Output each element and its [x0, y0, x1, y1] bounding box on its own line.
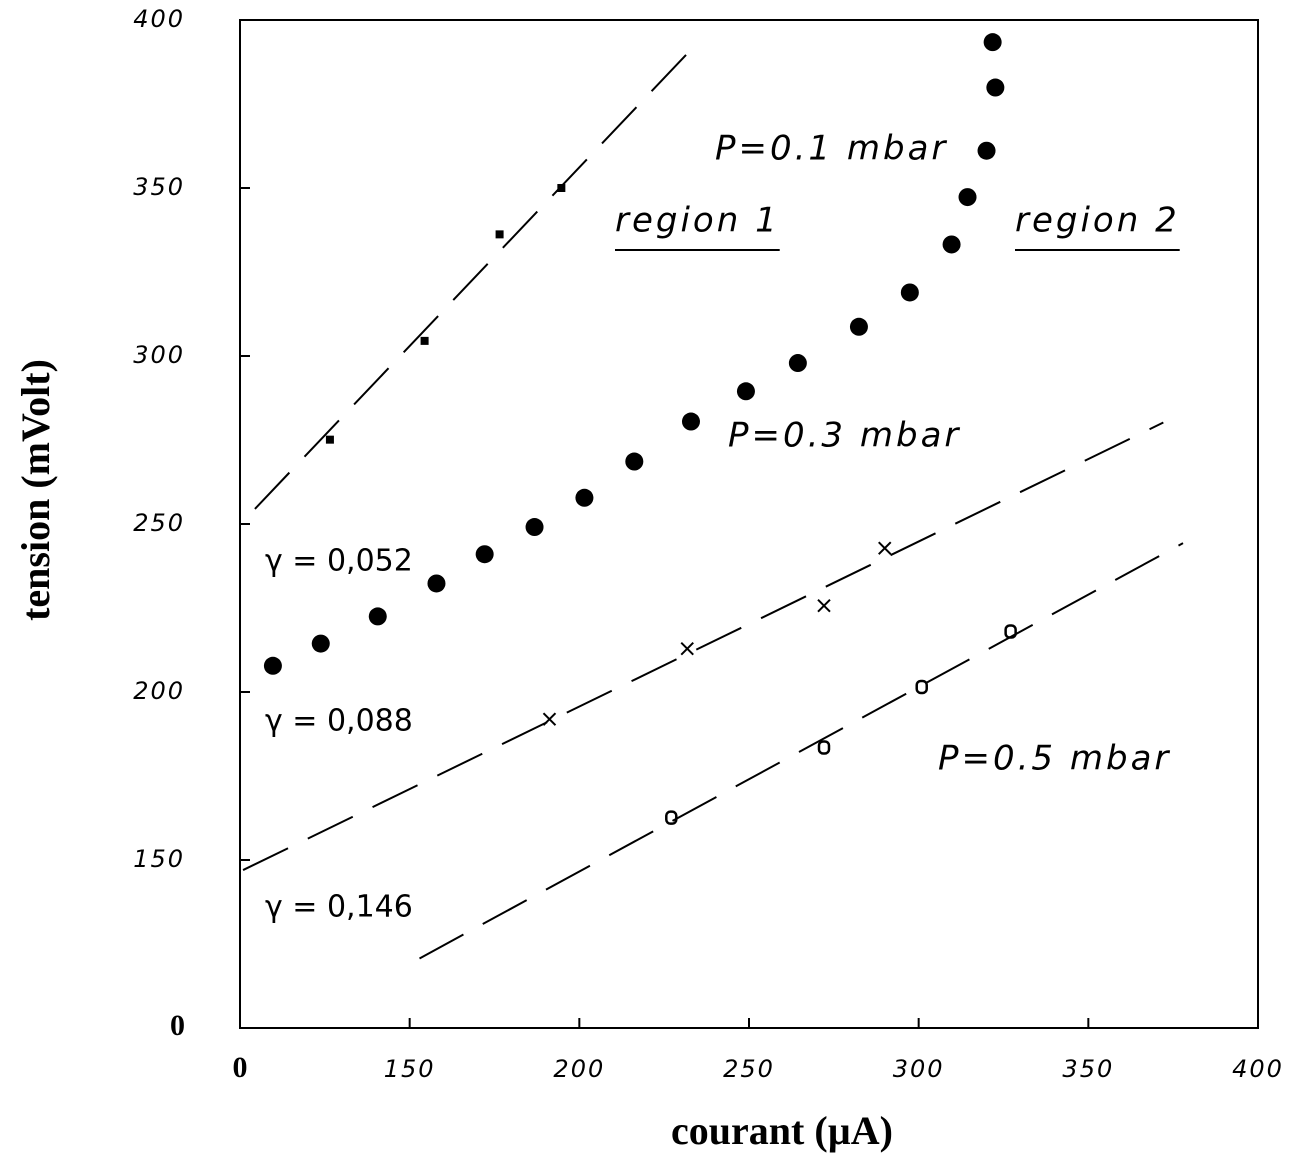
point: [665, 810, 678, 825]
annotation: P=0.1 mbar: [715, 129, 948, 169]
x-tick-label: 0: [233, 1051, 248, 1084]
point: [475, 545, 494, 564]
y-tick-label: 200: [133, 677, 185, 705]
point: [311, 634, 330, 653]
y-tick-label: 350: [133, 173, 185, 201]
annotation: γ = 0,052: [265, 544, 413, 579]
point: [878, 541, 892, 555]
point: [1004, 624, 1017, 639]
point: [557, 184, 566, 192]
point: [849, 317, 868, 336]
x-tick-label: 400: [1232, 1055, 1284, 1083]
point: [977, 141, 996, 160]
point: [681, 412, 700, 431]
point: [625, 452, 644, 471]
y-tick-label: 0: [170, 1009, 185, 1042]
x-tick-label: 300: [893, 1055, 945, 1083]
x-tick-label: 200: [553, 1055, 605, 1083]
annotation: γ = 0,146: [265, 890, 413, 925]
fit-line: [254, 40, 700, 510]
annotation: P=0.3 mbar: [728, 416, 961, 456]
fit-line: [242, 421, 1164, 871]
annotation: region 2: [1015, 201, 1180, 241]
point: [915, 679, 928, 695]
annotation: P=0.5 mbar: [938, 739, 1171, 779]
point: [788, 354, 807, 373]
point: [983, 33, 1002, 52]
x-tick-label: 150: [384, 1055, 436, 1083]
y-tick-label: 300: [133, 341, 185, 369]
y-tick-label: 400: [133, 5, 185, 33]
annotation: γ = 0,088: [265, 704, 413, 739]
x-axis-label: courant (µA): [671, 1108, 893, 1153]
point: [368, 607, 387, 626]
point: [575, 488, 594, 507]
point: [817, 598, 831, 613]
point: [420, 336, 429, 345]
point: [817, 740, 831, 755]
point: [736, 382, 755, 401]
y-tick-label: 250: [133, 509, 185, 537]
fit-line: [419, 542, 1184, 960]
point: [958, 188, 977, 207]
point: [325, 435, 334, 444]
point: [986, 78, 1005, 97]
y-axis-label: tension (mVolt): [13, 359, 58, 621]
point: [263, 656, 282, 675]
point: [942, 235, 961, 254]
annotation: region 1: [615, 201, 780, 241]
point: [525, 518, 544, 537]
y-tick-label: 150: [133, 845, 185, 873]
x-tick-label: 250: [723, 1055, 775, 1083]
point: [495, 230, 504, 239]
point: [680, 641, 694, 656]
point: [900, 283, 919, 302]
plot-frame: [239, 19, 1259, 1029]
point: [542, 712, 557, 726]
x-tick-label: 350: [1062, 1055, 1114, 1083]
point: [427, 574, 446, 593]
